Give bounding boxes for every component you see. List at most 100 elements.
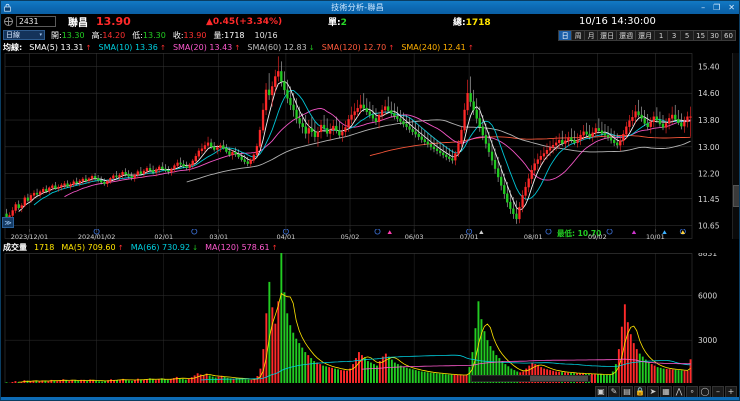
- grid-icon[interactable]: ▦: [660, 385, 672, 398]
- timeframe-button-日[interactable]: 日: [559, 31, 573, 40]
- candle-body: [271, 86, 274, 96]
- timeframe-toolbar[interactable]: 日周月還日 還週 還月 1 3 5 15 30 60: [558, 30, 736, 41]
- event-marker-icon[interactable]: [679, 228, 686, 235]
- horizontal-scrollbar[interactable]: [471, 375, 591, 382]
- candle-body: [179, 162, 182, 165]
- event-marker-icon[interactable]: [466, 228, 473, 235]
- ma-legend-item[interactable]: SMA(10) 13.36 ↑: [99, 43, 166, 52]
- minimize-button[interactable]: –: [701, 3, 706, 12]
- volume-bar: [53, 380, 56, 385]
- candle-body: [26, 197, 30, 201]
- candle-body: [487, 143, 491, 153]
- timeframe-button-60[interactable]: 60: [722, 31, 735, 40]
- ellipse-icon[interactable]: ◯: [699, 385, 711, 398]
- ma-legend-item[interactable]: SMA(5) 13.31 ↑: [29, 43, 91, 52]
- ma-legend-item[interactable]: SMA(240) 12.41 ↑: [401, 43, 474, 52]
- dividend-marker-icon[interactable]: [387, 230, 392, 234]
- volume-bar: [65, 380, 68, 385]
- hscroll-thumb[interactable]: [530, 376, 588, 381]
- scrollbar-thumb[interactable]: [733, 185, 739, 207]
- cursor-icon[interactable]: ▣: [595, 385, 607, 398]
- candle-body: [414, 131, 417, 135]
- timeframe-button-周[interactable]: 周: [572, 31, 586, 40]
- candle-body: [664, 123, 668, 128]
- ma-legend-item[interactable]: SMA(20) 13.43 ↑: [173, 43, 240, 52]
- candle-body: [380, 109, 384, 116]
- close-button[interactable]: ✕: [728, 3, 735, 12]
- candle-body: [157, 166, 161, 170]
- volume-bar: [83, 380, 86, 385]
- timeframe-button-1[interactable]: 1: [655, 31, 669, 40]
- event-marker-icon[interactable]: [374, 228, 381, 235]
- x-axis-label: 02/01: [154, 233, 173, 241]
- symbol-code-input[interactable]: [16, 16, 56, 27]
- timeframe-button-月[interactable]: 月: [585, 31, 599, 40]
- candle-body: [478, 118, 481, 128]
- dividend-marker-icon[interactable]: [662, 230, 667, 234]
- volume-chart-pane[interactable]: 8831 6000 3000: [1, 249, 739, 385]
- plus-icon[interactable]: +: [725, 385, 737, 398]
- ma-name: SMA(60) 12.83: [247, 42, 307, 52]
- timeframe-button-3[interactable]: 3: [668, 31, 682, 40]
- volume-bar: [600, 374, 602, 385]
- period-select[interactable]: 日線 ▾: [3, 30, 45, 40]
- volume-bar: [223, 376, 226, 385]
- candle-body: [277, 71, 280, 77]
- ma-legend-item[interactable]: SMA(60) 12.83 ↓: [247, 43, 314, 52]
- volume-ma-item[interactable]: MA(120) 578.61 ↑: [205, 243, 278, 252]
- timeframe-button-30[interactable]: 30: [708, 31, 722, 40]
- pencil-icon[interactable]: ✎: [608, 385, 620, 398]
- candle-body: [191, 160, 194, 166]
- volume-bar: [591, 374, 593, 385]
- note-icon[interactable]: ▤: [621, 385, 633, 398]
- circle-icon[interactable]: ∘: [686, 385, 698, 398]
- candle-body: [564, 140, 567, 144]
- timeframe-button-5[interactable]: 5: [681, 31, 695, 40]
- candle-body: [237, 153, 240, 158]
- pan-left-button[interactable]: ≫: [2, 217, 14, 228]
- volume-bar: [597, 374, 599, 385]
- candle-body: [139, 171, 142, 174]
- volume-bar: [319, 364, 322, 385]
- x-axis-label: 03/01: [209, 233, 228, 241]
- volume-bar: [71, 379, 74, 385]
- volume-ma-item[interactable]: MA(5) 709.60 ↑: [61, 243, 123, 252]
- crosshair-icon[interactable]: [4, 17, 13, 26]
- candle-body: [313, 131, 317, 138]
- arrow-icon[interactable]: ➤: [647, 385, 659, 398]
- ma-legend-item[interactable]: SMA(120) 12.70 ↑: [322, 43, 395, 52]
- volume-bar: [334, 368, 336, 385]
- event-marker-icon[interactable]: [282, 228, 289, 235]
- lock-icon[interactable]: [1, 1, 14, 14]
- event-marker-icon[interactable]: [606, 228, 613, 235]
- volume-ma-trend-arrow: ↑: [269, 243, 278, 252]
- timeframe-button-還月[interactable]: 還月: [636, 31, 656, 40]
- volume-bar: [298, 343, 301, 385]
- event-marker-icon[interactable]: [93, 228, 100, 235]
- maximize-button[interactable]: ❐: [713, 3, 721, 12]
- volume-ma-item[interactable]: MA(66) 730.92 ↓: [131, 243, 198, 252]
- price-vertical-scrollbar[interactable]: [732, 53, 739, 239]
- volume-bar: [131, 380, 133, 385]
- dividend-marker-icon[interactable]: [479, 230, 484, 234]
- volume-ma-trend-arrow: ↑: [115, 243, 124, 252]
- candle-body: [448, 156, 451, 159]
- volume-bar: [435, 373, 438, 385]
- timeframe-button-還日[interactable]: 還日: [598, 31, 618, 40]
- volume-bar: [286, 313, 289, 385]
- volume-bar: [238, 378, 241, 385]
- volume-bar: [187, 378, 190, 385]
- drawing-tools[interactable]: ▣ ✎ ▤ 🔒 ➤ ▦ ⋀ ∘ ◯ – +: [595, 385, 739, 398]
- timeframe-button-還週[interactable]: 還週: [617, 31, 637, 40]
- event-marker-icon[interactable]: [545, 228, 552, 235]
- volume-bar: [211, 376, 214, 385]
- zigzag-icon[interactable]: ⋀: [673, 385, 685, 398]
- event-marker-icon[interactable]: [191, 228, 198, 235]
- dividend-marker-icon[interactable]: [631, 230, 637, 234]
- lock-icon[interactable]: 🔒: [634, 385, 646, 398]
- volume-bar: [226, 377, 229, 385]
- dividend-marker-icon[interactable]: [680, 230, 686, 234]
- minus-icon[interactable]: –: [712, 385, 724, 398]
- timeframe-button-15[interactable]: 15: [694, 31, 709, 40]
